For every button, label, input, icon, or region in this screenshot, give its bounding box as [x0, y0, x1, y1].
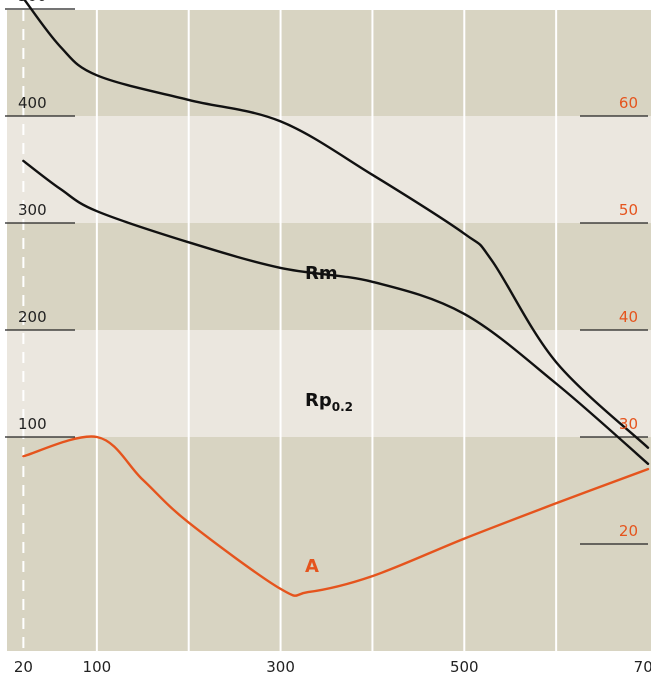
band: [7, 116, 651, 223]
curve-rm: [23, 0, 650, 449]
series-label-subscript: 0.2: [332, 400, 353, 414]
background-bands: [7, 10, 651, 651]
y-right-tick-label: 60: [619, 94, 638, 112]
curve-rp: [22, 159, 650, 465]
band: [7, 223, 651, 330]
curve-a: [22, 435, 650, 597]
band: [7, 10, 651, 116]
series-label-rm: Rm: [305, 263, 338, 284]
tick-marks: [5, 8, 648, 545]
y-right-tick-label: 50: [619, 201, 638, 219]
y-left-tick-label: 400: [18, 94, 47, 112]
curves: [22, 0, 650, 597]
y-left-tick-label: 500: [18, 0, 47, 5]
y-left-tick-label: 200: [18, 308, 47, 326]
y-left-tick-label: 100: [18, 415, 47, 433]
y-left-tick-label: 300: [18, 201, 47, 219]
band: [7, 437, 651, 651]
x-tick-label: 20: [14, 658, 33, 676]
x-tick-label: 500: [450, 658, 479, 676]
x-tick-label: 700: [634, 658, 651, 676]
x-tick-label: 300: [266, 658, 295, 676]
y-right-tick-label: 40: [619, 308, 638, 326]
labels: 100 200 300 400 500 20 30 40 50 60 20 100 300 500 700 R…: [14, 0, 651, 676]
y-right-tick-label: 20: [619, 522, 638, 540]
x-tick-label: 100: [83, 658, 112, 676]
series-label-a: A: [305, 556, 319, 577]
vertical-gridlines: [22, 10, 558, 652]
band: [7, 330, 651, 437]
y-right-tick-label: 30: [619, 415, 638, 433]
